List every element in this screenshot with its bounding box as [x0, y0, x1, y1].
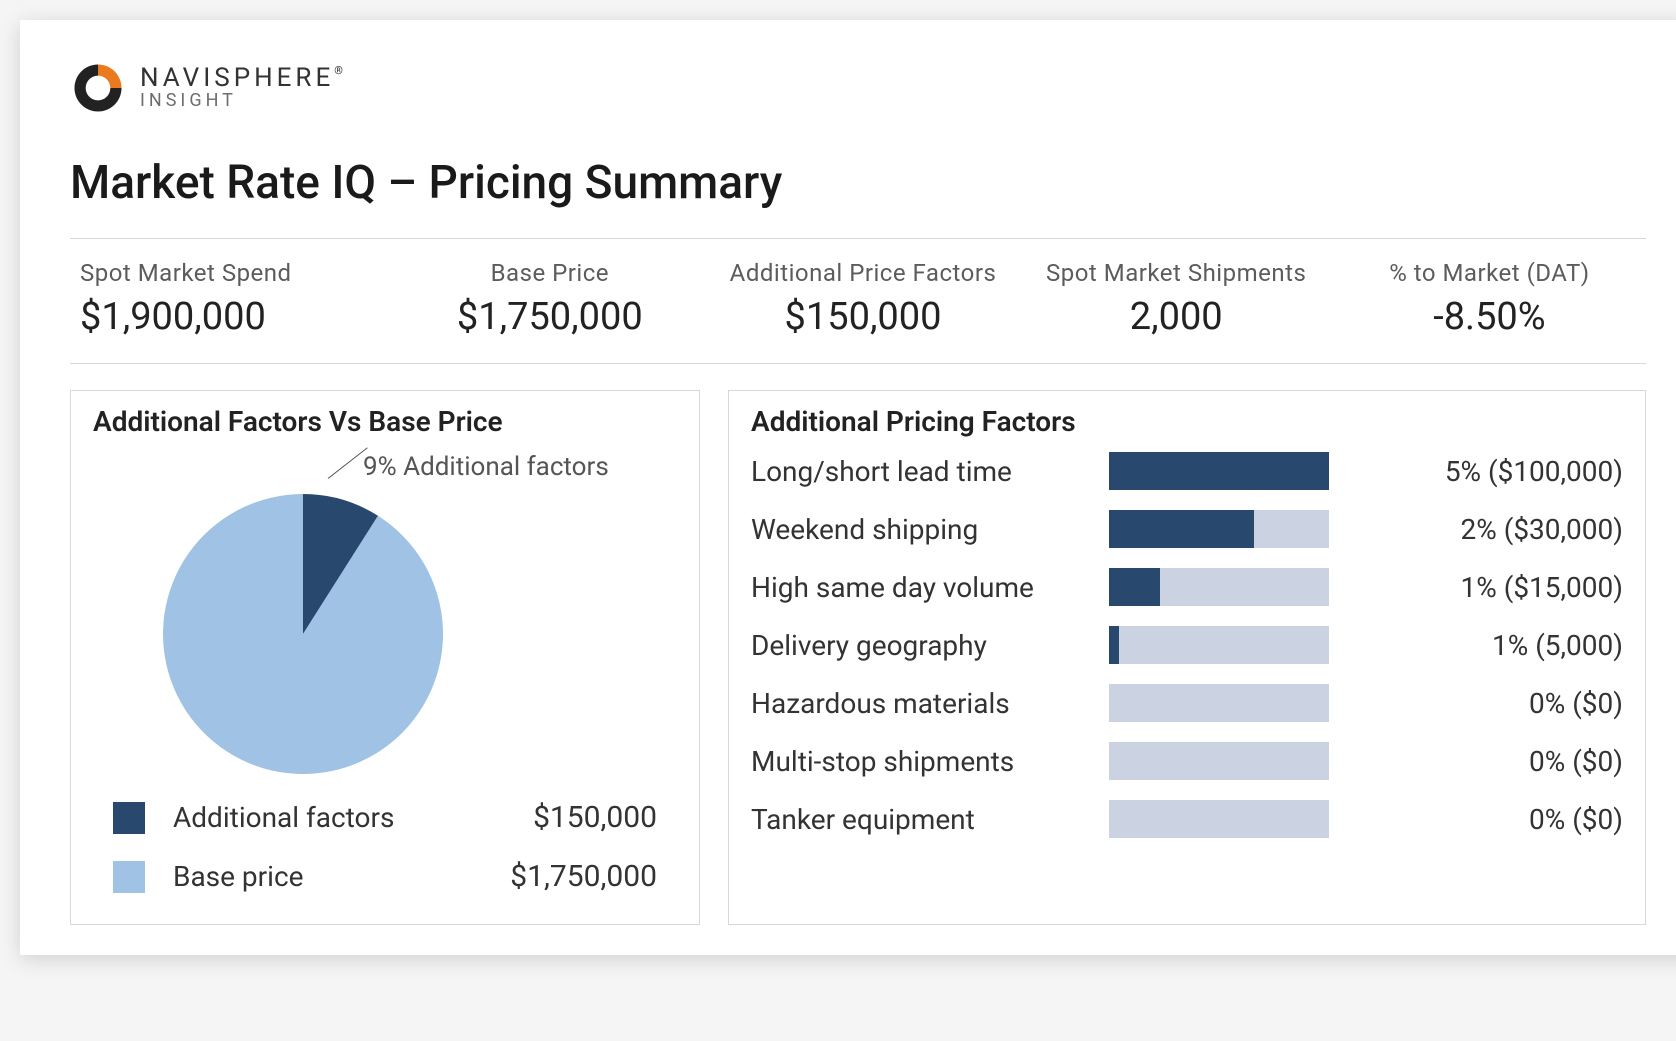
- kpi-label: Base Price: [393, 259, 706, 287]
- factor-bar-track: [1109, 742, 1329, 780]
- factor-value: 1% (5,000): [1347, 629, 1623, 662]
- factor-label: Hazardous materials: [751, 687, 1091, 720]
- factor-bar-fill: [1109, 510, 1254, 548]
- kpi-label: Spot Market Shipments: [1020, 259, 1333, 287]
- pie-legend: Additional factors$150,000Base price$1,7…: [93, 788, 677, 906]
- factor-bar-track: [1109, 510, 1329, 548]
- navisphere-logo-icon: [70, 60, 126, 116]
- pie-panel-title: Additional Factors Vs Base Price: [93, 405, 677, 438]
- factor-label: Weekend shipping: [751, 513, 1091, 546]
- pie-chart: [153, 474, 453, 774]
- page-title: Market Rate IQ – Pricing Summary: [70, 156, 1646, 210]
- factor-value: 0% ($0): [1347, 745, 1623, 778]
- kpi-value: 2,000: [1020, 295, 1333, 339]
- factor-label: High same day volume: [751, 571, 1091, 604]
- kpi-value: $150,000: [706, 295, 1019, 339]
- factors-list: Long/short lead time 5% ($100,000) Weekend…: [751, 444, 1623, 846]
- factor-bar-fill: [1109, 568, 1160, 606]
- pie-panel: Additional Factors Vs Base Price 9% Addi…: [70, 390, 700, 925]
- brand-name: NAVISPHERE®: [140, 65, 343, 92]
- factor-label: Tanker equipment: [751, 803, 1091, 836]
- factor-value: 5% ($100,000): [1347, 455, 1623, 488]
- legend-swatch: [113, 861, 145, 893]
- legend-swatch: [113, 802, 145, 834]
- legend-value: $1,750,000: [510, 859, 657, 894]
- factor-bar-track: [1109, 626, 1329, 664]
- legend-row: Additional factors$150,000: [93, 788, 677, 847]
- kpi-label: Additional Price Factors: [706, 259, 1019, 287]
- factor-label: Delivery geography: [751, 629, 1091, 662]
- factor-bar-track: [1109, 800, 1329, 838]
- factor-bar-track: [1109, 452, 1329, 490]
- kpi-card: Base Price $1,750,000: [393, 259, 706, 339]
- factor-label: Long/short lead time: [751, 455, 1091, 488]
- app-container: NAVISPHERE® INSIGHT Market Rate IQ – Pri…: [20, 20, 1676, 955]
- kpi-label: Spot Market Spend: [80, 259, 393, 287]
- brand-reg-mark: ®: [334, 64, 343, 77]
- factor-row: Multi-stop shipments 0% ($0): [751, 734, 1623, 788]
- brand-name-text: NAVISPHERE: [140, 63, 334, 93]
- factor-value: 1% ($15,000): [1347, 571, 1623, 604]
- factor-row: Long/short lead time 5% ($100,000): [751, 444, 1623, 498]
- kpi-value: $1,750,000: [393, 295, 706, 339]
- legend-label: Base price: [173, 860, 510, 893]
- factor-bar-fill: [1109, 452, 1329, 490]
- legend-row: Base price$1,750,000: [93, 847, 677, 906]
- kpi-strip: Spot Market Spend $1,900,000Base Price $1,…: [70, 238, 1646, 364]
- factors-panel-title: Additional Pricing Factors: [751, 405, 1623, 438]
- factor-bar-fill: [1109, 626, 1119, 664]
- legend-value: $150,000: [533, 800, 657, 835]
- factor-row: Tanker equipment 0% ($0): [751, 792, 1623, 846]
- kpi-card: Spot Market Shipments 2,000: [1020, 259, 1333, 339]
- pie-chart-area: 9% Additional factors: [93, 444, 677, 784]
- kpi-card: Additional Price Factors $150,000: [706, 259, 1019, 339]
- factor-bar-track: [1109, 684, 1329, 722]
- kpi-card: % to Market (DAT) -8.50%: [1333, 259, 1646, 339]
- factor-label: Multi-stop shipments: [751, 745, 1091, 778]
- brand-text: NAVISPHERE® INSIGHT: [140, 65, 343, 111]
- pie-slice: [163, 494, 443, 774]
- kpi-card: Spot Market Spend $1,900,000: [70, 259, 393, 339]
- factors-panel: Additional Pricing Factors Long/short le…: [728, 390, 1646, 925]
- factor-row: Hazardous materials 0% ($0): [751, 676, 1623, 730]
- panels-row: Additional Factors Vs Base Price 9% Addi…: [70, 390, 1646, 925]
- factor-value: 0% ($0): [1347, 803, 1623, 836]
- kpi-label: % to Market (DAT): [1333, 259, 1646, 287]
- kpi-value: -8.50%: [1333, 295, 1646, 339]
- factor-value: 2% ($30,000): [1347, 513, 1623, 546]
- factor-row: High same day volume 1% ($15,000): [751, 560, 1623, 614]
- factor-value: 0% ($0): [1347, 687, 1623, 720]
- factor-bar-track: [1109, 568, 1329, 606]
- brand-logo-row: NAVISPHERE® INSIGHT: [70, 60, 1646, 116]
- factor-row: Weekend shipping 2% ($30,000): [751, 502, 1623, 556]
- factor-row: Delivery geography 1% (5,000): [751, 618, 1623, 672]
- brand-subtitle: INSIGHT: [140, 92, 343, 111]
- kpi-value: $1,900,000: [80, 295, 393, 339]
- legend-label: Additional factors: [173, 801, 533, 834]
